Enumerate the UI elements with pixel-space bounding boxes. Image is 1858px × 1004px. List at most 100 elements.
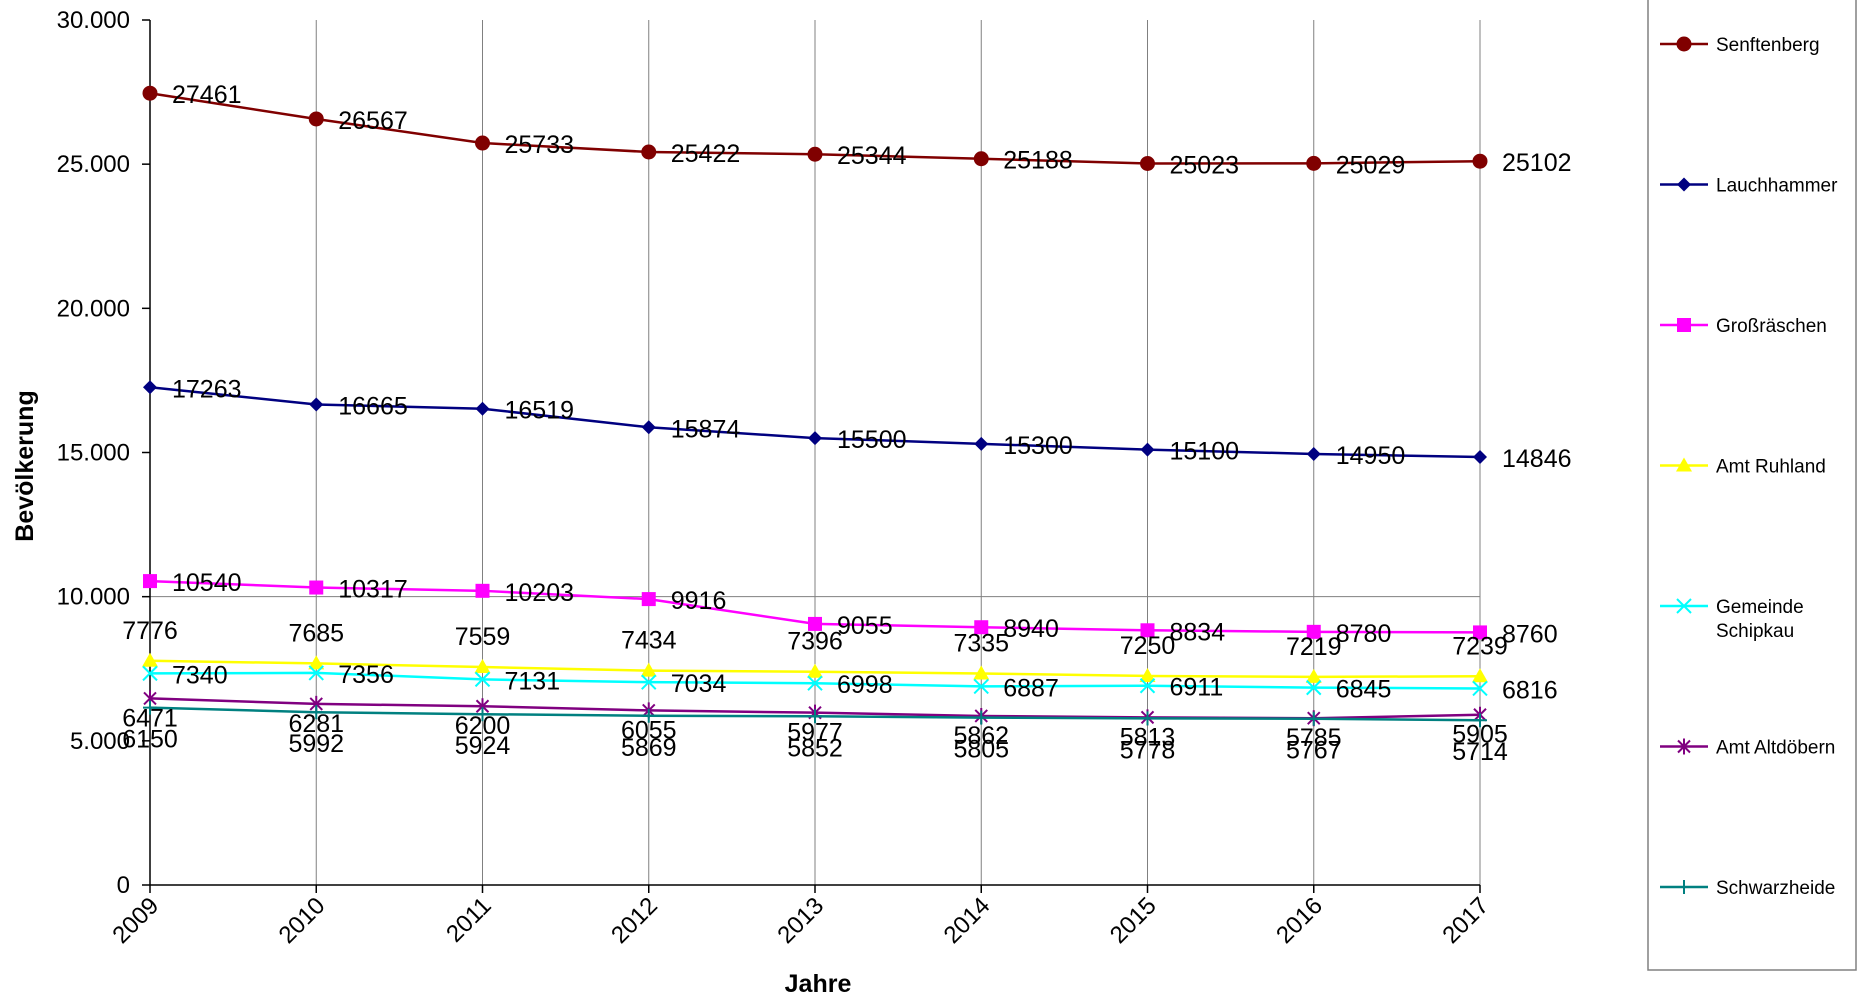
legend-label: Amt Altdöbern [1716,738,1835,759]
data-label: 7396 [787,628,843,656]
data-label: 15100 [1170,438,1240,466]
series-senftenberg [142,85,1488,172]
series-gemeinde-schipkau [142,665,1488,697]
legend-marker [1677,880,1691,894]
data-point [1140,711,1155,726]
data-point [641,420,656,435]
data-label: 7434 [621,627,677,655]
legend-entry: Lauchhammer [1660,176,1838,197]
x-tick-label: 2010 [274,892,331,949]
data-label: 16665 [338,392,408,420]
legend-marker [1677,738,1691,755]
series-gro-r-schen [143,574,1487,640]
data-point [142,665,158,682]
data-label: 9916 [671,587,727,615]
data-label: 15500 [837,426,907,454]
series-amt-ruhland [142,652,1488,683]
data-label: 5977 [787,719,843,747]
data-point [308,111,324,127]
data-point [309,705,324,720]
data-label: 5778 [1120,736,1176,764]
data-point [973,665,990,680]
data-label: 16519 [505,397,575,425]
data-label: 7356 [338,661,394,689]
data-label: 6998 [837,671,893,699]
x-axis-title: Jahre [785,970,852,998]
data-label: 7250 [1120,632,1176,660]
data-point [808,431,822,446]
data-label: 5869 [621,734,677,762]
data-point [974,710,989,725]
legend-marker [1677,177,1691,192]
y-tick-label: 20.000 [57,295,130,322]
data-label: 5767 [1286,737,1342,765]
legend-label: Schwarzheide [1716,878,1835,899]
data-label: 6887 [1003,674,1059,702]
data-label: 14950 [1336,442,1406,470]
data-point [142,85,158,101]
data-point [309,397,324,412]
data-point [1306,446,1321,461]
data-label: 25422 [671,140,741,168]
y-tick-label: 5.000 [70,728,130,755]
data-point [143,380,157,395]
data-label: 5852 [787,734,843,762]
data-label: 7219 [1286,633,1342,661]
data-label: 6845 [1336,676,1392,704]
legend: Senftenberg Lauchhammer Großräschen Amt Ruh… [1660,35,1838,899]
data-point [474,671,491,688]
legend-label: Großräschen [1716,316,1827,337]
data-label: 7776 [122,617,178,645]
data-label: 8780 [1336,620,1392,648]
data-point [1139,667,1156,682]
data-point [1140,623,1155,638]
data-point [1473,713,1487,728]
legend-entry: Senftenberg [1660,35,1820,56]
data-point [807,663,823,678]
legend-label: Lauchhammer [1716,176,1838,197]
x-tick-label: 2017 [1437,892,1494,949]
x-tick-label: 2013 [772,892,829,949]
data-point [1472,153,1488,169]
x-tick-label: 2009 [107,892,164,949]
data-label: 5785 [1286,724,1342,752]
data-point [1139,678,1156,694]
legend-label: Gemeinde Schipkau [1716,597,1804,642]
data-point [143,574,157,589]
data-point [641,674,657,690]
data-point [974,436,989,451]
data-label: 5862 [953,722,1009,750]
series-schwarzheide [143,700,1487,728]
data-label: 6816 [1502,676,1558,704]
data-point [1306,711,1321,726]
data-label: 5924 [455,732,511,760]
legend-label: Amt Ruhland [1716,457,1826,478]
data-label: 25023 [1170,152,1240,180]
data-point [1473,449,1487,464]
data-label: 6150 [122,726,178,754]
y-tick-label: 0 [117,872,130,899]
data-point [475,135,490,151]
data-point [1306,624,1321,639]
data-label: 17263 [172,375,242,403]
data-point [1472,680,1488,697]
data-point [641,592,656,607]
data-point [974,620,989,635]
x-tick-label: 2012 [606,892,663,949]
legend-marker [1677,318,1691,332]
data-label: 10203 [505,579,575,607]
data-label: 25188 [1003,147,1073,175]
data-label: 7559 [455,623,511,651]
data-label: 8834 [1170,618,1226,646]
legend-label: Senftenberg [1716,35,1820,56]
data-label: 7131 [505,667,561,695]
legend-entry: Amt Ruhland [1660,457,1826,478]
data-label: 8760 [1502,620,1558,648]
data-label: 7239 [1452,632,1508,660]
data-point [143,700,157,715]
data-label: 8940 [1003,615,1059,643]
y-tick-label: 30.000 [57,7,130,34]
data-label: 7685 [288,619,344,647]
data-label: 6281 [288,710,344,738]
data-label: 25102 [1502,149,1572,177]
